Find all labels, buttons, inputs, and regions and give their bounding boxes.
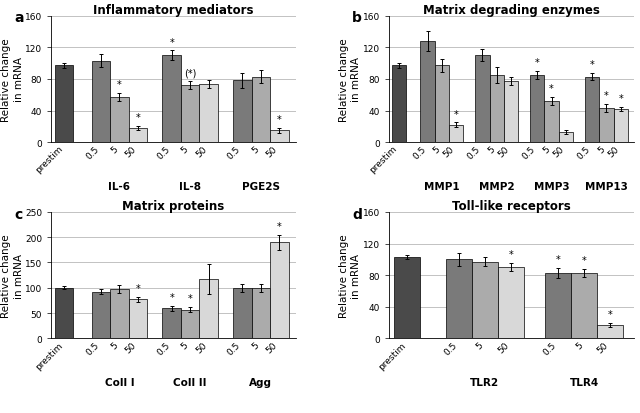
Text: *: * — [454, 109, 458, 119]
Text: *: * — [117, 80, 122, 90]
Text: MMP2: MMP2 — [479, 182, 515, 192]
Title: Matrix proteins: Matrix proteins — [122, 199, 225, 212]
Bar — [92, 62, 110, 143]
Text: *: * — [589, 59, 595, 69]
Text: TLR2: TLR2 — [470, 377, 499, 387]
Title: Toll-like receptors: Toll-like receptors — [452, 199, 571, 212]
Bar — [614, 110, 628, 143]
Text: *: * — [170, 38, 174, 47]
Text: IL-6: IL-6 — [108, 182, 131, 192]
Text: *: * — [535, 58, 540, 68]
Text: *: * — [604, 91, 609, 101]
Y-axis label: Relative change
in mRNA: Relative change in mRNA — [339, 38, 361, 121]
Text: *: * — [277, 115, 282, 125]
Bar — [163, 309, 181, 339]
Bar — [252, 77, 270, 143]
Bar — [585, 77, 599, 143]
Bar — [498, 268, 524, 339]
Bar — [394, 257, 420, 339]
Bar — [270, 243, 289, 339]
Text: *: * — [508, 250, 513, 260]
Bar — [530, 76, 545, 143]
Bar — [392, 66, 406, 143]
Text: *: * — [549, 84, 554, 94]
Text: *: * — [136, 283, 140, 293]
Bar — [200, 85, 218, 143]
Y-axis label: Relative change
in mRNA: Relative change in mRNA — [339, 234, 361, 317]
Title: Matrix degrading enzymes: Matrix degrading enzymes — [423, 4, 600, 17]
Text: MMP1: MMP1 — [424, 182, 460, 192]
Y-axis label: Relative change
in mRNA: Relative change in mRNA — [1, 38, 24, 121]
Bar — [504, 82, 518, 143]
Bar — [270, 131, 289, 143]
Bar — [55, 288, 74, 339]
Bar — [490, 76, 504, 143]
Bar — [559, 133, 573, 143]
Text: MMP13: MMP13 — [585, 182, 628, 192]
Text: *: * — [136, 112, 140, 123]
Text: *: * — [618, 94, 623, 104]
Bar — [599, 109, 614, 143]
Bar — [129, 300, 147, 339]
Text: *: * — [582, 255, 587, 266]
Text: Agg: Agg — [250, 377, 273, 387]
Bar — [129, 128, 147, 143]
Bar — [163, 56, 181, 143]
Bar — [545, 102, 559, 143]
Text: IL-8: IL-8 — [179, 182, 201, 192]
Bar — [472, 262, 498, 339]
Text: (*): (*) — [184, 68, 196, 78]
Bar — [572, 273, 597, 339]
Bar — [446, 260, 472, 339]
Y-axis label: Relative change
in mRNA: Relative change in mRNA — [1, 234, 24, 317]
Text: a: a — [15, 12, 24, 26]
Bar — [200, 280, 218, 339]
Text: *: * — [277, 221, 282, 231]
Bar — [252, 288, 270, 339]
Bar — [181, 86, 200, 143]
Title: Inflammatory mediators: Inflammatory mediators — [93, 4, 254, 17]
Text: *: * — [170, 292, 174, 302]
Text: TLR4: TLR4 — [570, 377, 599, 387]
Text: *: * — [556, 255, 561, 265]
Bar — [435, 66, 449, 143]
Bar — [233, 288, 252, 339]
Bar — [110, 289, 129, 339]
Text: MMP3: MMP3 — [534, 182, 570, 192]
Bar — [181, 310, 200, 339]
Text: Coll I: Coll I — [104, 377, 134, 387]
Bar — [476, 56, 490, 143]
Text: *: * — [608, 309, 612, 319]
Text: PGE2S: PGE2S — [242, 182, 280, 192]
Bar — [449, 126, 463, 143]
Bar — [233, 81, 252, 143]
Bar — [420, 42, 435, 143]
Text: *: * — [188, 294, 193, 304]
Bar — [597, 325, 623, 339]
Bar — [110, 98, 129, 143]
Bar — [545, 273, 572, 339]
Bar — [55, 66, 74, 143]
Text: c: c — [15, 207, 23, 221]
Text: b: b — [352, 12, 362, 26]
Text: Coll II: Coll II — [173, 377, 207, 387]
Bar — [92, 292, 110, 339]
Text: d: d — [352, 207, 362, 221]
